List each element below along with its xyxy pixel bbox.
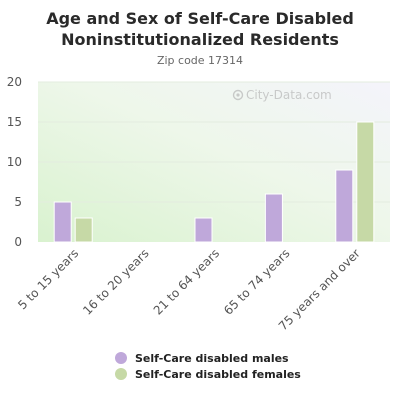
- bar-males-2: [194, 217, 213, 243]
- bar-males-4: [335, 169, 354, 243]
- gridlines: [38, 81, 390, 203]
- chart-title-line-1: Age and Sex of Self-Care Disabled: [46, 9, 354, 28]
- watermark: City-Data.com: [232, 88, 332, 102]
- watermark-text: City-Data.com: [246, 88, 332, 102]
- y-tick-label: 5: [14, 195, 22, 209]
- chart-title: Age and Sex of Self-Care Disabled Nonins…: [0, 8, 400, 50]
- y-tick-label: 20: [7, 75, 22, 89]
- bar-males-3: [264, 193, 283, 243]
- legend-item-females: Self-Care disabled females: [115, 366, 301, 382]
- y-tick-label: 15: [7, 115, 22, 129]
- bar-females-0: [74, 217, 93, 243]
- bars: [53, 121, 375, 243]
- x-tick-label: 5 to 15 years: [15, 246, 81, 312]
- x-tick-label: 16 to 20 years: [80, 246, 151, 317]
- legend-swatch-females: [115, 368, 127, 380]
- legend-label-females: Self-Care disabled females: [135, 367, 301, 381]
- y-tick-label: 0: [14, 235, 22, 249]
- legend-swatch-males: [115, 352, 127, 364]
- x-tick-label: 21 to 64 years: [151, 246, 222, 317]
- x-tick-label: 65 to 74 years: [221, 246, 292, 317]
- legend-label-males: Self-Care disabled males: [135, 351, 289, 365]
- y-tick-label: 10: [7, 155, 22, 169]
- chart-title-line-2: Noninstitutionalized Residents: [61, 30, 339, 49]
- bar-females-4: [356, 121, 375, 243]
- legend: Self-Care disabled males Self-Care disab…: [115, 350, 301, 382]
- chart-subtitle: Zip code 17314: [156, 54, 244, 67]
- legend-item-males: Self-Care disabled males: [115, 350, 301, 366]
- bar-males-0: [53, 201, 72, 243]
